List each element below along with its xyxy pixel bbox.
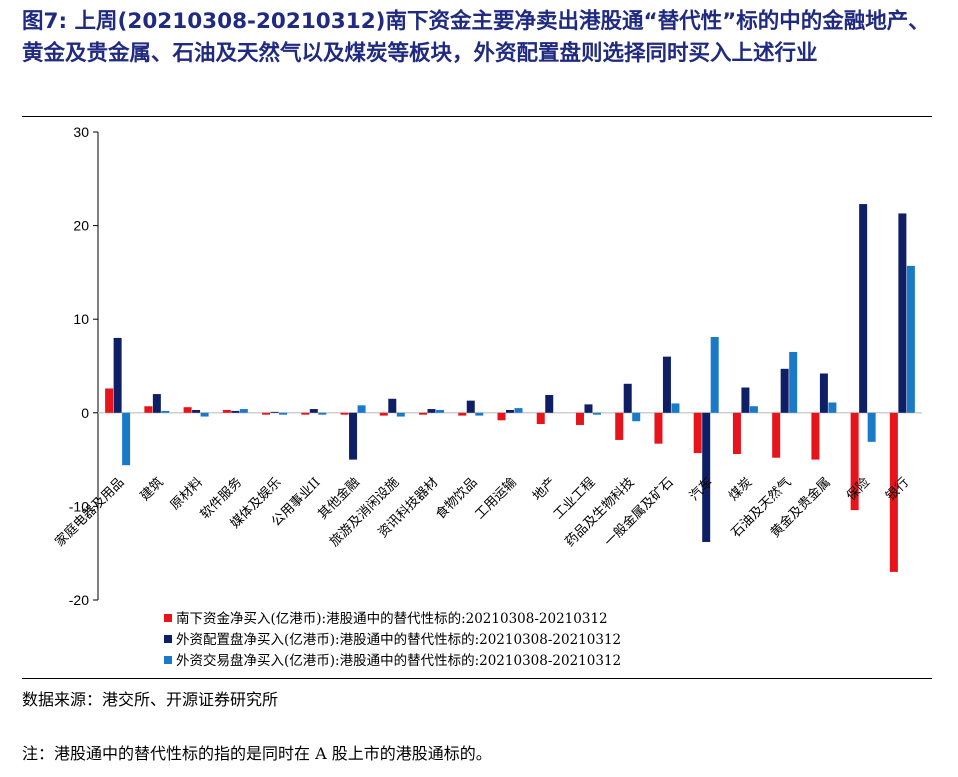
bar <box>906 265 915 413</box>
bar <box>741 387 750 413</box>
bar <box>632 412 641 422</box>
bar <box>309 409 318 413</box>
bar <box>732 412 741 454</box>
y-tick-label: -20 <box>69 592 89 608</box>
bar <box>536 412 545 425</box>
legend-label: 外资交易盘净买入(亿港币):港股通中的替代性标的:20210308-202103… <box>176 652 621 669</box>
y-tick-label: 20 <box>73 218 89 234</box>
y-tick-label: 0 <box>81 405 89 421</box>
bar <box>772 412 781 458</box>
category-label: 药品及生物科技 <box>563 475 638 550</box>
bar <box>340 412 349 415</box>
legend-label: 外资配置盘净买入(亿港币):港股通中的替代性标的:20210308-202103… <box>176 631 621 648</box>
bar <box>427 409 436 413</box>
bar <box>388 398 397 413</box>
category-label: 原材料 <box>168 475 206 513</box>
bar <box>349 412 358 460</box>
bar <box>279 412 288 415</box>
bar <box>301 412 310 415</box>
bar <box>239 409 248 413</box>
bar <box>898 213 907 413</box>
bar <box>357 405 366 413</box>
category-label: 汽车 <box>686 474 716 504</box>
bar <box>200 412 209 417</box>
bar <box>231 410 240 413</box>
bar <box>458 412 467 416</box>
bar <box>575 412 584 425</box>
bar <box>867 412 876 442</box>
bar <box>152 394 161 413</box>
category-label: 旅游及消闲设施 <box>327 475 402 550</box>
category-label: 工用运输 <box>472 474 520 522</box>
bar <box>789 351 798 413</box>
bar <box>654 412 663 444</box>
bar <box>419 412 428 415</box>
note-text: 注：港股通中的替代性标的指的是同时在 A 股上市的港股通标的。 <box>22 744 492 763</box>
bar <box>105 388 114 413</box>
category-label: 地产 <box>530 475 559 504</box>
category-label: 建筑 <box>137 474 167 504</box>
bar <box>623 383 632 413</box>
bar <box>584 404 593 413</box>
bar <box>396 412 405 417</box>
category-labels: 家庭电器及用品 建筑 原材料软件服务媒体及娱乐公用事业II其他金融旅游及消闲设施资讯… <box>52 474 912 550</box>
bar <box>749 406 758 413</box>
bar <box>161 410 170 413</box>
bar <box>819 373 828 413</box>
bar <box>379 412 388 416</box>
category-label: 家庭电器及用品 <box>52 474 128 550</box>
bar <box>780 368 789 413</box>
bar <box>702 412 711 542</box>
legend-swatch <box>164 614 172 622</box>
bar <box>615 412 624 440</box>
bar <box>828 402 837 413</box>
bar <box>192 409 201 413</box>
bar <box>475 412 484 416</box>
category-label: 一般金属及矿石 <box>601 474 677 550</box>
bar <box>436 409 445 413</box>
bar <box>710 336 719 413</box>
legend-swatch <box>164 635 172 643</box>
bar-chart: -20 -10 0 10 20 30 家庭电器及用品 建筑 原材料软件服务媒体及娱乐公用事业I… <box>52 124 922 669</box>
bar <box>144 406 153 413</box>
category-label: 食物饮品 <box>432 474 480 522</box>
bar <box>850 412 859 511</box>
bar <box>662 356 671 413</box>
bottom-rule <box>22 678 932 679</box>
bar <box>671 403 680 413</box>
bar <box>859 204 868 413</box>
bar <box>122 412 131 466</box>
legend-label: 南下资金净买入(亿港币):港股通中的替代性标的:20210308-2021031… <box>176 611 608 627</box>
bar <box>318 412 327 415</box>
legend-swatch <box>164 656 172 664</box>
bar <box>811 412 820 460</box>
bar <box>113 337 122 413</box>
category-label: 保险 <box>844 475 873 504</box>
bar <box>693 412 702 454</box>
bar <box>545 395 554 413</box>
category-label: 银行 <box>883 475 912 504</box>
bar <box>514 408 523 413</box>
source-text: 数据来源：港交所、开源证券研究所 <box>22 690 279 709</box>
bar <box>889 412 898 572</box>
top-rule <box>22 116 932 117</box>
chart-bars <box>105 204 915 572</box>
chart-legend: 南下资金净买入(亿港币):港股通中的替代性标的:20210308-2021031… <box>164 611 621 669</box>
chart-title: 图7: 上周(20210308-20210312)南下资金主要净卖出港股通“替代… <box>22 9 930 66</box>
category-label: 煤炭 <box>726 475 755 504</box>
y-tick-label: 10 <box>73 311 89 327</box>
bar <box>506 409 514 413</box>
y-tick-label: -10 <box>69 498 89 514</box>
bar <box>262 412 271 415</box>
bar <box>592 412 601 415</box>
bar <box>466 400 475 413</box>
bar <box>222 409 231 413</box>
bar <box>270 411 279 413</box>
bar <box>183 407 192 413</box>
bar <box>497 412 506 421</box>
y-tick-label: 30 <box>73 124 89 140</box>
